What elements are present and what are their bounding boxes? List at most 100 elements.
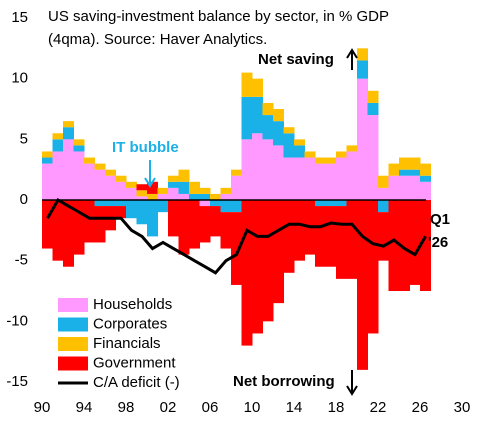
bar [42,151,53,158]
bar [336,200,347,207]
bar [126,200,137,219]
bar [294,157,305,200]
bar [336,206,347,279]
bar [168,175,179,182]
x-tick-label: 26 [412,399,429,416]
bar [241,72,253,97]
bar [115,175,127,182]
y-tick-label: -5 [15,252,28,269]
line [46,197,427,275]
bar [220,200,232,213]
bar [189,181,200,194]
bar [220,187,232,194]
bar [367,90,379,103]
x-tick-label: 22 [370,399,387,416]
bar [168,187,179,200]
bar [147,193,158,200]
legend-label: C/A deficit (-) [93,374,180,391]
bar [42,163,53,200]
bar [283,200,295,273]
bar [420,200,431,291]
bar [220,193,232,200]
bar [388,175,400,200]
bar [147,200,158,237]
bar [52,133,64,140]
bar [241,139,253,200]
bar [409,200,421,285]
bar [388,163,400,176]
y-tick-label: -10 [6,312,28,329]
bar [52,200,64,261]
bar [136,184,148,191]
chart-title: US saving-investment balance by sector, … [48,8,389,25]
bar [336,151,347,158]
bar [84,157,95,164]
bar [357,78,368,200]
legend-label: Households [93,296,172,313]
bar [147,181,158,194]
bar [178,200,190,255]
bar [409,157,421,170]
bar [199,193,211,200]
bar [378,175,389,188]
bar [273,121,284,146]
bar [262,200,274,322]
bar [252,133,263,200]
bar [399,200,410,291]
bar [189,193,200,200]
bar [73,200,85,255]
bar [105,200,116,207]
bar [199,200,211,207]
legend-swatch [58,337,88,351]
bar [199,187,211,194]
bar [73,139,85,146]
bar [199,206,211,243]
bar [178,193,190,200]
bar [262,115,274,140]
bar [84,200,95,243]
bar [210,200,221,207]
bar [378,187,389,200]
bar [115,181,127,200]
bar [315,157,326,164]
bar [168,200,179,237]
legend-swatch [58,298,88,312]
bar [325,206,337,267]
bar [420,175,431,182]
bar [304,157,316,200]
bar [283,127,295,134]
bar [283,133,295,158]
bar [273,109,284,122]
arrow [346,48,358,70]
bar [304,151,316,158]
bar [399,169,410,176]
annotation: IT bubble [112,139,179,156]
bar [346,151,358,200]
plot-area: -15 -10 -5 0 5 10 15 90 94 98 02 06 10 14 18 22 26 30 [6,9,470,416]
legend: Households Corporates Financials Government… [58,296,180,391]
x-tick-label: 18 [328,399,345,416]
bar [409,169,421,176]
bar [346,145,358,152]
x-tick-label: 02 [160,399,177,416]
bar [420,181,431,200]
x-tick-label: 94 [76,399,93,416]
bar [105,175,116,200]
arrow [144,160,156,188]
bar [399,157,410,170]
bar [273,200,284,304]
bar [220,212,232,249]
bar [315,200,326,207]
legend-swatch [58,317,88,332]
bar [262,102,274,116]
bar [73,145,85,152]
bar [115,200,127,207]
bar [325,163,337,200]
bar [399,175,410,200]
bar [42,200,53,249]
annotation: Net borrowing [233,373,335,390]
bar [357,48,368,61]
bar [294,145,305,158]
annotation: Net saving [258,51,334,68]
